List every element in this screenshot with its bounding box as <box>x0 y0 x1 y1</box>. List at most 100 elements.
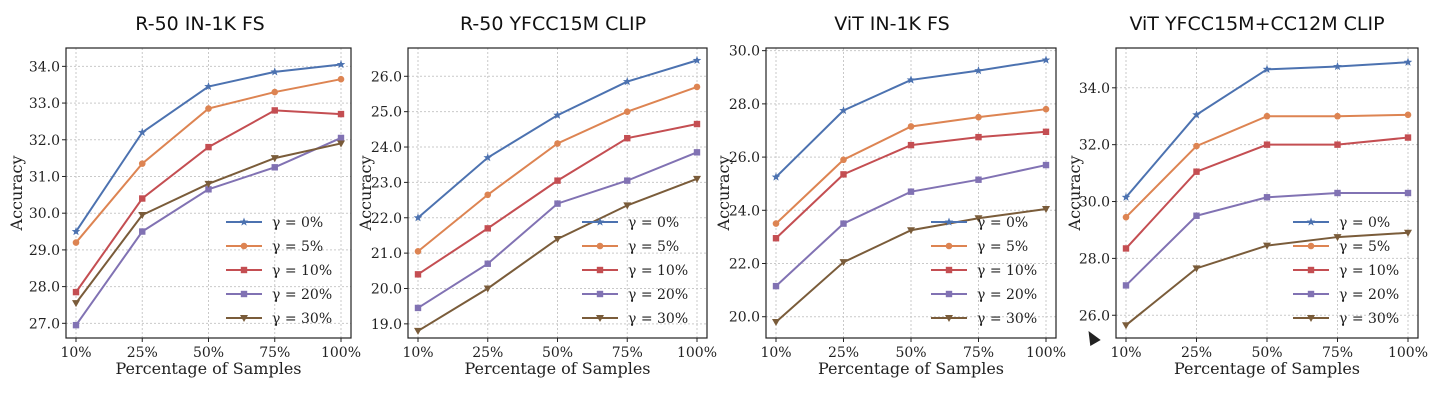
data-point <box>138 212 147 220</box>
legend-entry: γ = 20% <box>628 287 688 303</box>
data-point <box>271 107 278 114</box>
x-tick-label: 50% <box>895 345 926 361</box>
x-tick-label: 100% <box>321 345 361 361</box>
data-point <box>1193 168 1200 175</box>
data-point <box>1263 242 1271 250</box>
data-point <box>554 200 561 207</box>
series-20-pct <box>1122 189 1412 289</box>
data-point <box>137 127 147 137</box>
legend-marker <box>596 242 604 250</box>
x-tick-label: 100% <box>1388 345 1428 361</box>
data-point <box>692 55 702 65</box>
data-point <box>139 195 146 202</box>
data-point <box>483 285 492 293</box>
data-point <box>337 75 345 83</box>
legend-marker <box>1307 266 1315 274</box>
data-point <box>839 106 848 115</box>
data-point <box>907 141 915 149</box>
y-tick-label: 23.0 <box>371 175 402 191</box>
x-tick-label: 75% <box>612 345 643 361</box>
data-point <box>1403 57 1413 66</box>
data-point <box>1122 213 1130 221</box>
legend-entry: γ = 10% <box>272 263 332 279</box>
legend-marker <box>596 266 604 274</box>
x-tick-label: 50% <box>193 345 224 361</box>
legend-marker <box>1307 315 1315 322</box>
series-5-pct <box>1122 111 1412 221</box>
data-point <box>1042 161 1050 169</box>
data-point <box>1404 134 1412 141</box>
y-tick-label: 29.0 <box>29 243 60 259</box>
data-point <box>840 220 847 227</box>
legend-marker <box>596 315 604 322</box>
legend-marker <box>945 242 953 250</box>
series-10-pct <box>72 107 345 296</box>
series-0-pct <box>1121 57 1413 201</box>
x-tick-label: 10% <box>760 345 791 361</box>
legend-marker <box>945 290 953 298</box>
x-tick-label: 10% <box>60 345 91 361</box>
data-point <box>975 113 982 121</box>
data-point <box>337 110 345 118</box>
plot-frame <box>1115 47 1419 339</box>
data-point <box>623 202 632 210</box>
legend-entry: γ = 0% <box>977 215 1028 231</box>
x-tick-label: 25% <box>472 345 503 361</box>
data-point <box>840 171 847 178</box>
data-point <box>484 225 491 232</box>
data-point <box>337 140 345 148</box>
data-point <box>72 321 80 329</box>
data-point <box>772 220 780 227</box>
legend-entry: γ = 20% <box>977 287 1037 303</box>
data-point <box>1263 112 1271 120</box>
data-point <box>270 155 279 163</box>
x-tick-label: 25% <box>127 345 158 361</box>
chart-title: R-50 YFCC15M CLIP <box>460 13 646 35</box>
legend-marker <box>240 315 248 322</box>
data-point <box>693 149 701 156</box>
plot-frame <box>765 47 1057 339</box>
legend-entry: γ = 10% <box>628 263 688 279</box>
legend-entry: γ = 30% <box>1339 311 1399 327</box>
data-point <box>771 172 781 181</box>
series-10-pct <box>772 128 1050 242</box>
data-point <box>907 123 915 130</box>
series-0-pct <box>771 55 1051 181</box>
legend-entry: γ = 5% <box>272 239 323 255</box>
data-point <box>554 177 561 184</box>
legend-entry: γ = 20% <box>272 287 332 303</box>
x-tick-label: 75% <box>259 345 290 361</box>
y-tick-label: 24.0 <box>729 203 760 219</box>
y-tick-label: 32.0 <box>29 133 60 149</box>
y-axis-label: Accuracy <box>714 156 733 232</box>
series-30-pct <box>414 175 701 335</box>
data-point <box>974 66 983 75</box>
data-point <box>204 180 213 188</box>
y-tick-label: 25.0 <box>371 105 402 121</box>
y-tick-label: 26.0 <box>1079 308 1110 324</box>
chart-title: ViT IN-1K FS <box>834 13 949 35</box>
data-point <box>1122 282 1130 289</box>
chart-panel-3: ViT IN-1K FS 20.0 22.0 24.0 26.0 28.0 30.0 10% 2… <box>714 13 1066 378</box>
legend-marker <box>945 315 953 322</box>
legend-marker <box>240 242 248 250</box>
y-tick-label: 19.0 <box>371 317 402 333</box>
data-point <box>553 235 562 243</box>
data-point <box>484 260 491 267</box>
y-tick-label: 34.0 <box>29 59 60 75</box>
series-20-pct <box>72 134 345 329</box>
data-point <box>72 239 80 246</box>
x-tick-label: 75% <box>963 345 994 361</box>
data-point <box>1263 141 1271 148</box>
data-point <box>623 108 631 115</box>
legend-marker <box>1306 217 1316 226</box>
data-point <box>336 60 346 69</box>
y-tick-label: 30.0 <box>29 206 60 222</box>
data-point <box>483 153 493 162</box>
chart-title: ViT YFCC15M+CC12M CLIP <box>1129 13 1384 35</box>
x-tick-label: 10% <box>402 345 433 361</box>
data-point <box>1193 142 1200 150</box>
y-tick-label: 21.0 <box>371 246 402 262</box>
data-point <box>205 105 212 112</box>
